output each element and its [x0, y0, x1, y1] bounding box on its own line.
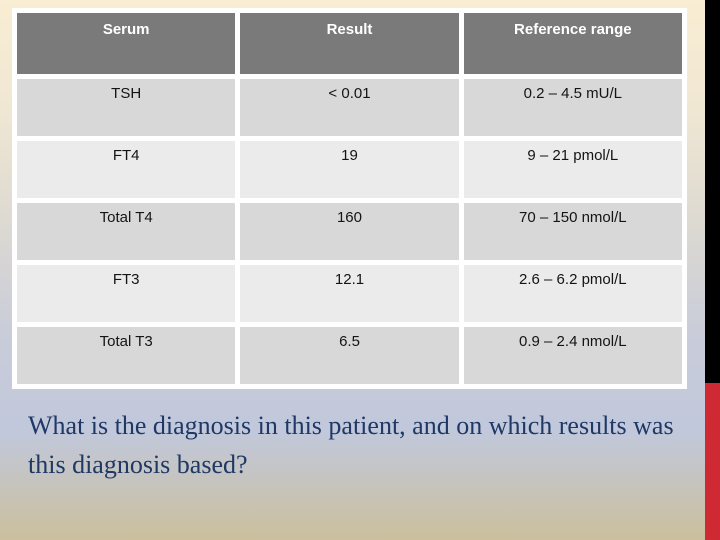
cell-reference-range: 70 – 150 nmol/L: [463, 203, 682, 260]
cell-result: 6.5: [240, 327, 459, 384]
accent-stripe-red: [705, 383, 720, 540]
cell-serum: TSH: [17, 79, 236, 136]
cell-serum: Total T3: [17, 327, 236, 384]
cell-reference-range: 0.9 – 2.4 nmol/L: [463, 327, 682, 384]
column-header-serum: Serum: [17, 13, 236, 74]
question-text: What is the diagnosis in this patient, a…: [28, 411, 674, 479]
cell-serum: FT3: [17, 265, 236, 322]
lab-results-table: Serum Result Reference range TSH < 0.01 …: [12, 8, 687, 389]
cell-serum: Total T4: [17, 203, 236, 260]
column-header-result: Result: [240, 13, 459, 74]
cell-result: < 0.01: [240, 79, 459, 136]
cell-result: 160: [240, 203, 459, 260]
cell-result: 19: [240, 141, 459, 198]
cell-serum: FT4: [17, 141, 236, 198]
column-header-reference-range: Reference range: [463, 13, 682, 74]
accent-stripe-black: [705, 0, 720, 383]
cell-result: 12.1: [240, 265, 459, 322]
cell-reference-range: 9 – 21 pmol/L: [463, 141, 682, 198]
cell-reference-range: 0.2 – 4.5 mU/L: [463, 79, 682, 136]
cell-reference-range: 2.6 – 6.2 pmol/L: [463, 265, 682, 322]
